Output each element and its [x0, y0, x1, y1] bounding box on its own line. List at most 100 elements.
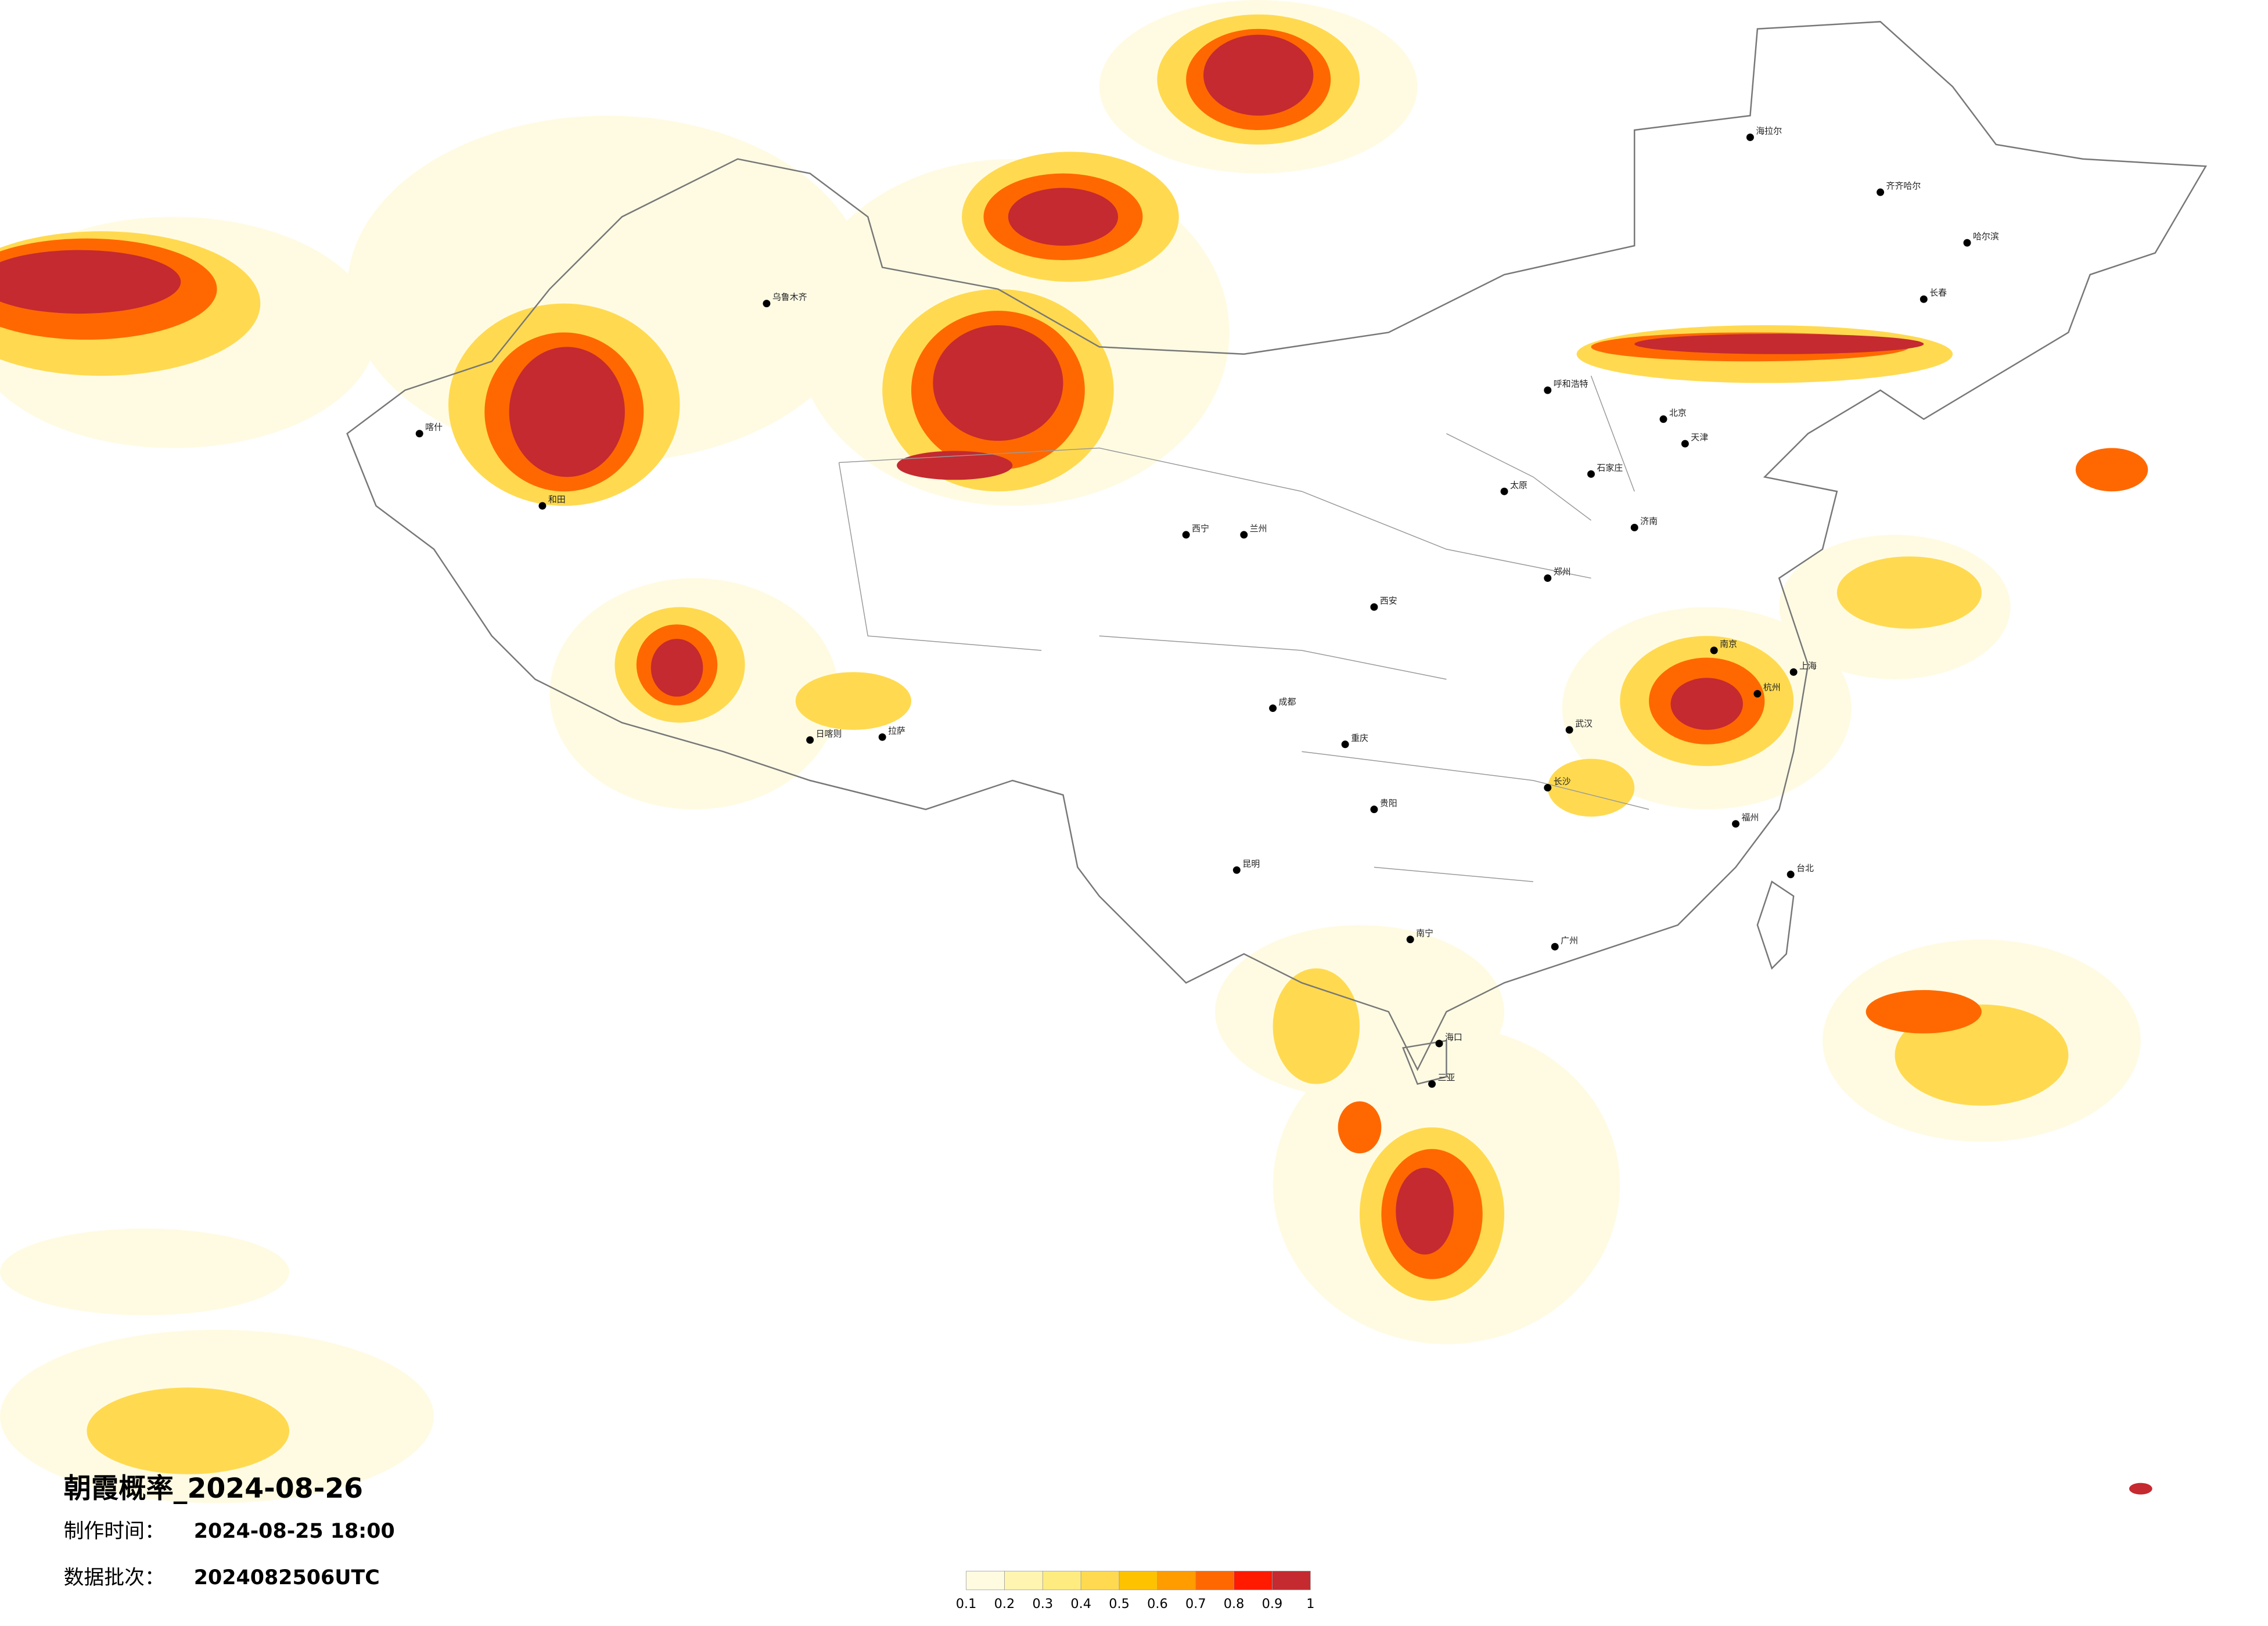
- legend-tick-label: 0.3: [1033, 1596, 1054, 1611]
- legend-swatch: [1004, 1571, 1043, 1591]
- city-marker: [1565, 726, 1573, 734]
- city-marker: [1732, 820, 1739, 828]
- city-marker: [1269, 704, 1277, 713]
- city-marker: [1787, 870, 1795, 879]
- city-marker: [1544, 783, 1552, 792]
- city-label: 郑州: [1554, 567, 1571, 577]
- city-marker: [763, 300, 771, 308]
- city-marker: [538, 502, 547, 510]
- city-label: 三亚: [1437, 1073, 1455, 1083]
- city-label: 喀什: [425, 422, 443, 433]
- city-label: 哈尔滨: [1973, 231, 1999, 242]
- city-marker: [1370, 805, 1378, 814]
- city-marker: [1370, 603, 1378, 611]
- city-label: 南京: [1720, 639, 1737, 649]
- city-label: 北京: [1669, 408, 1687, 418]
- city-label: 兰州: [1250, 523, 1267, 534]
- legend-tick-label: 0.4: [1070, 1596, 1091, 1611]
- legend-swatch: [1080, 1571, 1120, 1591]
- legend-swatch: [1042, 1571, 1081, 1591]
- city-label: 杭州: [1763, 682, 1781, 693]
- city-label: 成都: [1279, 697, 1296, 707]
- city-marker: [1746, 133, 1754, 141]
- city-label: 呼和浩特: [1554, 379, 1588, 389]
- city-label: 长春: [1929, 287, 1947, 298]
- city-label: 贵阳: [1380, 798, 1397, 808]
- city-marker: [1963, 239, 1971, 247]
- city-marker: [1630, 523, 1638, 531]
- city-marker: [1710, 646, 1718, 654]
- legend-tick-label: 0.6: [1147, 1596, 1168, 1611]
- city-label: 上海: [1799, 660, 1817, 671]
- city-label: 西宁: [1192, 523, 1209, 534]
- city-marker: [878, 733, 886, 741]
- city-label: 武汉: [1575, 718, 1593, 729]
- city-marker: [1877, 188, 1885, 196]
- city-label: 南宁: [1416, 928, 1433, 938]
- city-marker: [1789, 668, 1798, 676]
- production-time-value: 2024-08-25 18:00: [194, 1520, 395, 1543]
- hainan: [1401, 1039, 1447, 1085]
- city-label: 和田: [548, 494, 566, 505]
- city-marker: [1341, 740, 1349, 749]
- city-label: 齐齐哈尔: [1886, 181, 1921, 191]
- city-label: 济南: [1640, 516, 1658, 526]
- city-label: 广州: [1561, 935, 1578, 945]
- production-time-label: 制作时间：: [64, 1520, 165, 1543]
- probability-field: [0, 0, 2152, 1503]
- city-marker: [1920, 295, 1928, 303]
- city-label: 台北: [1796, 863, 1814, 873]
- city-marker: [1232, 866, 1241, 874]
- color-legend: 0.1 0.2 0.3 0.4 0.5 0.6 0.7 0.8 0.9 1: [956, 1571, 1314, 1611]
- city-label: 石家庄: [1597, 462, 1623, 473]
- city-label: 西安: [1380, 595, 1397, 606]
- legend-tick-label: 0.7: [1185, 1596, 1206, 1611]
- city-label: 海口: [1445, 1032, 1462, 1042]
- city-marker: [1681, 440, 1689, 448]
- city-marker: [1753, 690, 1762, 698]
- city-marker: [1240, 531, 1248, 539]
- legend-swatch: [1234, 1571, 1273, 1591]
- city-marker: [806, 736, 814, 744]
- city-label: 重庆: [1351, 733, 1368, 743]
- city-label: 日喀则: [816, 728, 842, 739]
- city-label: 太原: [1510, 480, 1527, 490]
- data-batch-value: 2024082506UTC: [194, 1566, 380, 1589]
- legend-tick-label: 0.1: [956, 1596, 977, 1611]
- map-title: 朝霞概率_2024-08-26: [64, 1473, 364, 1505]
- city-marker: [1182, 531, 1190, 539]
- city-marker: [1544, 386, 1552, 394]
- city-marker: [1587, 470, 1595, 478]
- city-marker: [1406, 936, 1414, 944]
- city-label: 乌鲁木齐: [772, 292, 807, 303]
- city-marker: [1428, 1080, 1436, 1088]
- taiwan: [1756, 880, 1795, 970]
- legend-swatch: [1272, 1571, 1311, 1591]
- city-label: 福州: [1741, 812, 1759, 823]
- legend-swatch: [966, 1571, 1005, 1591]
- city-marker: [1551, 942, 1559, 951]
- legend-tick-label: 1: [1306, 1596, 1314, 1611]
- legend-swatch: [1119, 1571, 1158, 1591]
- city-marker: [1500, 487, 1508, 495]
- city-label: 天津: [1691, 432, 1708, 443]
- city-marker: [1435, 1039, 1443, 1048]
- city-label: 长沙: [1554, 776, 1571, 786]
- city-label: 海拉尔: [1756, 125, 1782, 136]
- legend-swatch: [1157, 1571, 1196, 1591]
- city-marker: [1544, 574, 1552, 582]
- legend-tick-label: 0.9: [1262, 1596, 1283, 1611]
- city-label: 拉萨: [888, 725, 905, 736]
- legend-tick-label: 0.2: [994, 1596, 1015, 1611]
- province-borders: [838, 375, 1649, 882]
- legend-tick-label: 0.8: [1224, 1596, 1245, 1611]
- legend-swatch: [1195, 1571, 1234, 1591]
- city-marker: [1659, 415, 1667, 423]
- data-batch-label: 数据批次：: [64, 1566, 165, 1589]
- country-outline: [346, 21, 2208, 1071]
- city-marker: [415, 430, 423, 438]
- city-label: 昆明: [1242, 858, 1260, 869]
- legend-tick-label: 0.5: [1109, 1596, 1130, 1611]
